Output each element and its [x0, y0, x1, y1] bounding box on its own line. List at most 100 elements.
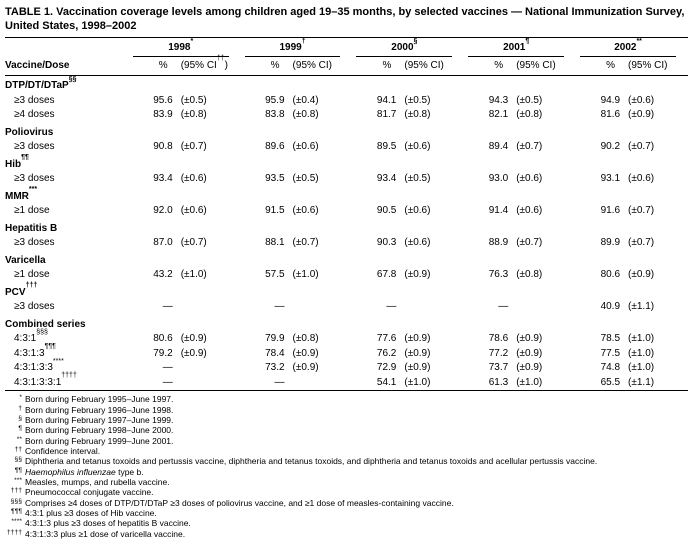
- percent-value: 88.9: [488, 237, 509, 249]
- footnote-marker: §§§: [10, 497, 22, 505]
- footnote-marker: ¶: [18, 425, 22, 433]
- superscript-marker: §: [413, 37, 418, 45]
- percent-value: 67.8: [376, 269, 397, 281]
- ci-value: (±0.8): [292, 109, 319, 121]
- ci-header: (95% CI): [284, 56, 353, 77]
- row-label-text: ≥4 doses: [14, 109, 55, 121]
- section-label: DTP/DT/DTaP§§: [5, 75, 77, 92]
- ci-value: [396, 300, 464, 315]
- ci-value: (±0.9): [404, 347, 431, 359]
- percent-value: 80.6: [153, 333, 173, 345]
- percent-value: 57.5: [265, 269, 285, 281]
- superscript-marker: §§§: [36, 328, 48, 336]
- footnote-text-part: 4:3:1:3:3 plus ≥1 dose of varicella vacc…: [25, 528, 186, 539]
- row-label-text: 4:3:1§§§: [14, 328, 48, 345]
- ci-value: (±1.1): [628, 301, 655, 313]
- ci-value: [173, 361, 241, 376]
- superscript-marker: ¶: [525, 37, 530, 45]
- percent-value: —: [274, 376, 285, 388]
- footnote-marker: §: [18, 414, 22, 422]
- row-label-text: ≥3 doses: [14, 94, 55, 106]
- ci-value: (±0.6): [404, 205, 431, 217]
- percent-header: %: [128, 56, 173, 77]
- year-underline: 1998*: [132, 38, 229, 57]
- footnote: §§§ Comprises ≥4 doses of DTP/DT/DTaP ≥3 …: [5, 498, 688, 508]
- footnote-marker: §§: [14, 456, 22, 464]
- section-name: DTP/DT/DTaP§§: [5, 76, 688, 94]
- section-name: PCV†††: [5, 282, 688, 301]
- vaccine-dose-header: Vaccine/Dose: [5, 56, 129, 77]
- ci-value: (±1.0): [292, 269, 319, 281]
- data-row: ≥3 doses — — — — 40.9 (±1.1): [5, 300, 688, 315]
- ci-value: (±0.7): [180, 141, 207, 153]
- percent-value: 83.9: [153, 109, 173, 121]
- row-label: ≥3 doses: [5, 140, 129, 155]
- footnote-text: Born during February 1997–June 1999.: [25, 415, 173, 425]
- data-row: 4:3:1§§§ 80.6 (±0.9) 79.9 (±0.8) 77.6 (±0.9) 78…: [5, 328, 688, 347]
- percent-value: 89.9: [600, 237, 621, 249]
- ci-value: (±0.6): [516, 205, 543, 217]
- superscript-marker: ¶¶¶: [44, 343, 56, 351]
- ci-value: (±0.8): [292, 333, 319, 345]
- percent-value: 73.7: [488, 362, 509, 374]
- percent-value: 93.0: [488, 173, 509, 185]
- percent-value: 78.5: [600, 333, 621, 345]
- ci-value: (±0.7): [628, 141, 655, 153]
- percent-value: 61.3: [488, 376, 509, 388]
- percent-value: 78.6: [488, 333, 509, 345]
- percent-value: 90.8: [153, 141, 173, 153]
- footnote-marker: ***: [14, 477, 22, 485]
- ci-value: (±0.5): [180, 94, 207, 106]
- ci-value: (±0.9): [404, 269, 431, 281]
- footnote-text-part: Born during February 1999–June 2001.: [25, 435, 174, 446]
- superscript-marker: ****: [52, 357, 64, 365]
- ci-value: (±0.5): [292, 173, 319, 185]
- year-header-row: 1998* 1999† 2000§ 2001¶ 2002**: [5, 38, 688, 57]
- footnote-marker: †: [18, 404, 22, 412]
- year-header: 2002**: [576, 38, 688, 57]
- footnote-text-part: type b.: [115, 466, 144, 477]
- ci-value: (±1.0): [628, 362, 655, 374]
- year-header: 1998*: [129, 38, 241, 57]
- percent-value: 90.5: [376, 205, 397, 217]
- percent-value: 43.2: [153, 269, 173, 281]
- row-label-text: 4:3:1:3:3:1††††: [14, 372, 77, 388]
- ci-value: (±0.9): [516, 347, 543, 359]
- ci-value: [285, 300, 353, 315]
- year-header-spacer: [5, 38, 129, 57]
- footnote: ¶¶ Haemophilus influenzae type b.: [5, 467, 688, 477]
- data-row: ≥1 dose 43.2 (±1.0) 57.5 (±1.0) 67.8 (±0.9) 76.…: [5, 268, 688, 283]
- percent-value: 77.6: [376, 333, 397, 345]
- row-label: 4:3:1:3¶¶¶: [5, 343, 129, 362]
- percent-value: 93.1: [600, 173, 621, 185]
- footnote-text: Haemophilus influenzae type b.: [25, 467, 144, 477]
- data-row: 4:3:1:3:3**** — 73.2 (±0.9) 72.9 (±0.9) 73.7 (±…: [5, 357, 688, 376]
- row-label-text: ≥1 dose: [14, 205, 50, 217]
- percent-value: 79.2: [153, 347, 173, 359]
- ci-value: (±0.8): [404, 109, 431, 121]
- row-label-text: 4:3:1:3¶¶¶: [14, 343, 56, 359]
- ci-value: (±0.8): [516, 109, 543, 121]
- footnote: ¶¶¶ 4:3:1 plus ≥3 doses of Hib vaccine.: [5, 508, 688, 518]
- footnote-text: Born during February 1998–June 2000.: [25, 425, 173, 435]
- superscript-marker: **: [636, 37, 642, 45]
- footnote-text-part: Comprises ≥4 doses of DTP/DT/DTaP ≥3 dos…: [25, 497, 454, 508]
- percent-header: %: [352, 56, 397, 77]
- percent-value: 72.9: [376, 362, 397, 374]
- percent-value: 80.6: [600, 269, 621, 281]
- data-row: ≥3 doses 87.0 (±0.7) 88.1 (±0.7) 90.3 (±0.6) 88…: [5, 236, 688, 251]
- footnote-text: 4:3:1:3 plus ≥3 doses of hepatitis B vac…: [25, 518, 191, 528]
- footnote-marker: **: [16, 435, 22, 443]
- percent-value: 81.7: [376, 109, 397, 121]
- superscript-marker: †: [301, 37, 306, 45]
- footnote-text: 4:3:1:3:3 plus ≥1 dose of varicella vacc…: [25, 529, 185, 539]
- year-label: 2001¶: [503, 37, 530, 54]
- percent-value: 89.4: [488, 141, 509, 153]
- superscript-marker: ††: [216, 55, 225, 63]
- section-label: Hepatitis B: [5, 222, 58, 234]
- row-label: 4:3:1§§§: [5, 328, 129, 347]
- ci-value: (±0.9): [516, 333, 543, 345]
- footnote-text-part: Born during February 1995–June 1997.: [25, 394, 174, 405]
- ci-value: (±1.0): [516, 376, 543, 388]
- section-label: Hib¶¶: [5, 154, 29, 170]
